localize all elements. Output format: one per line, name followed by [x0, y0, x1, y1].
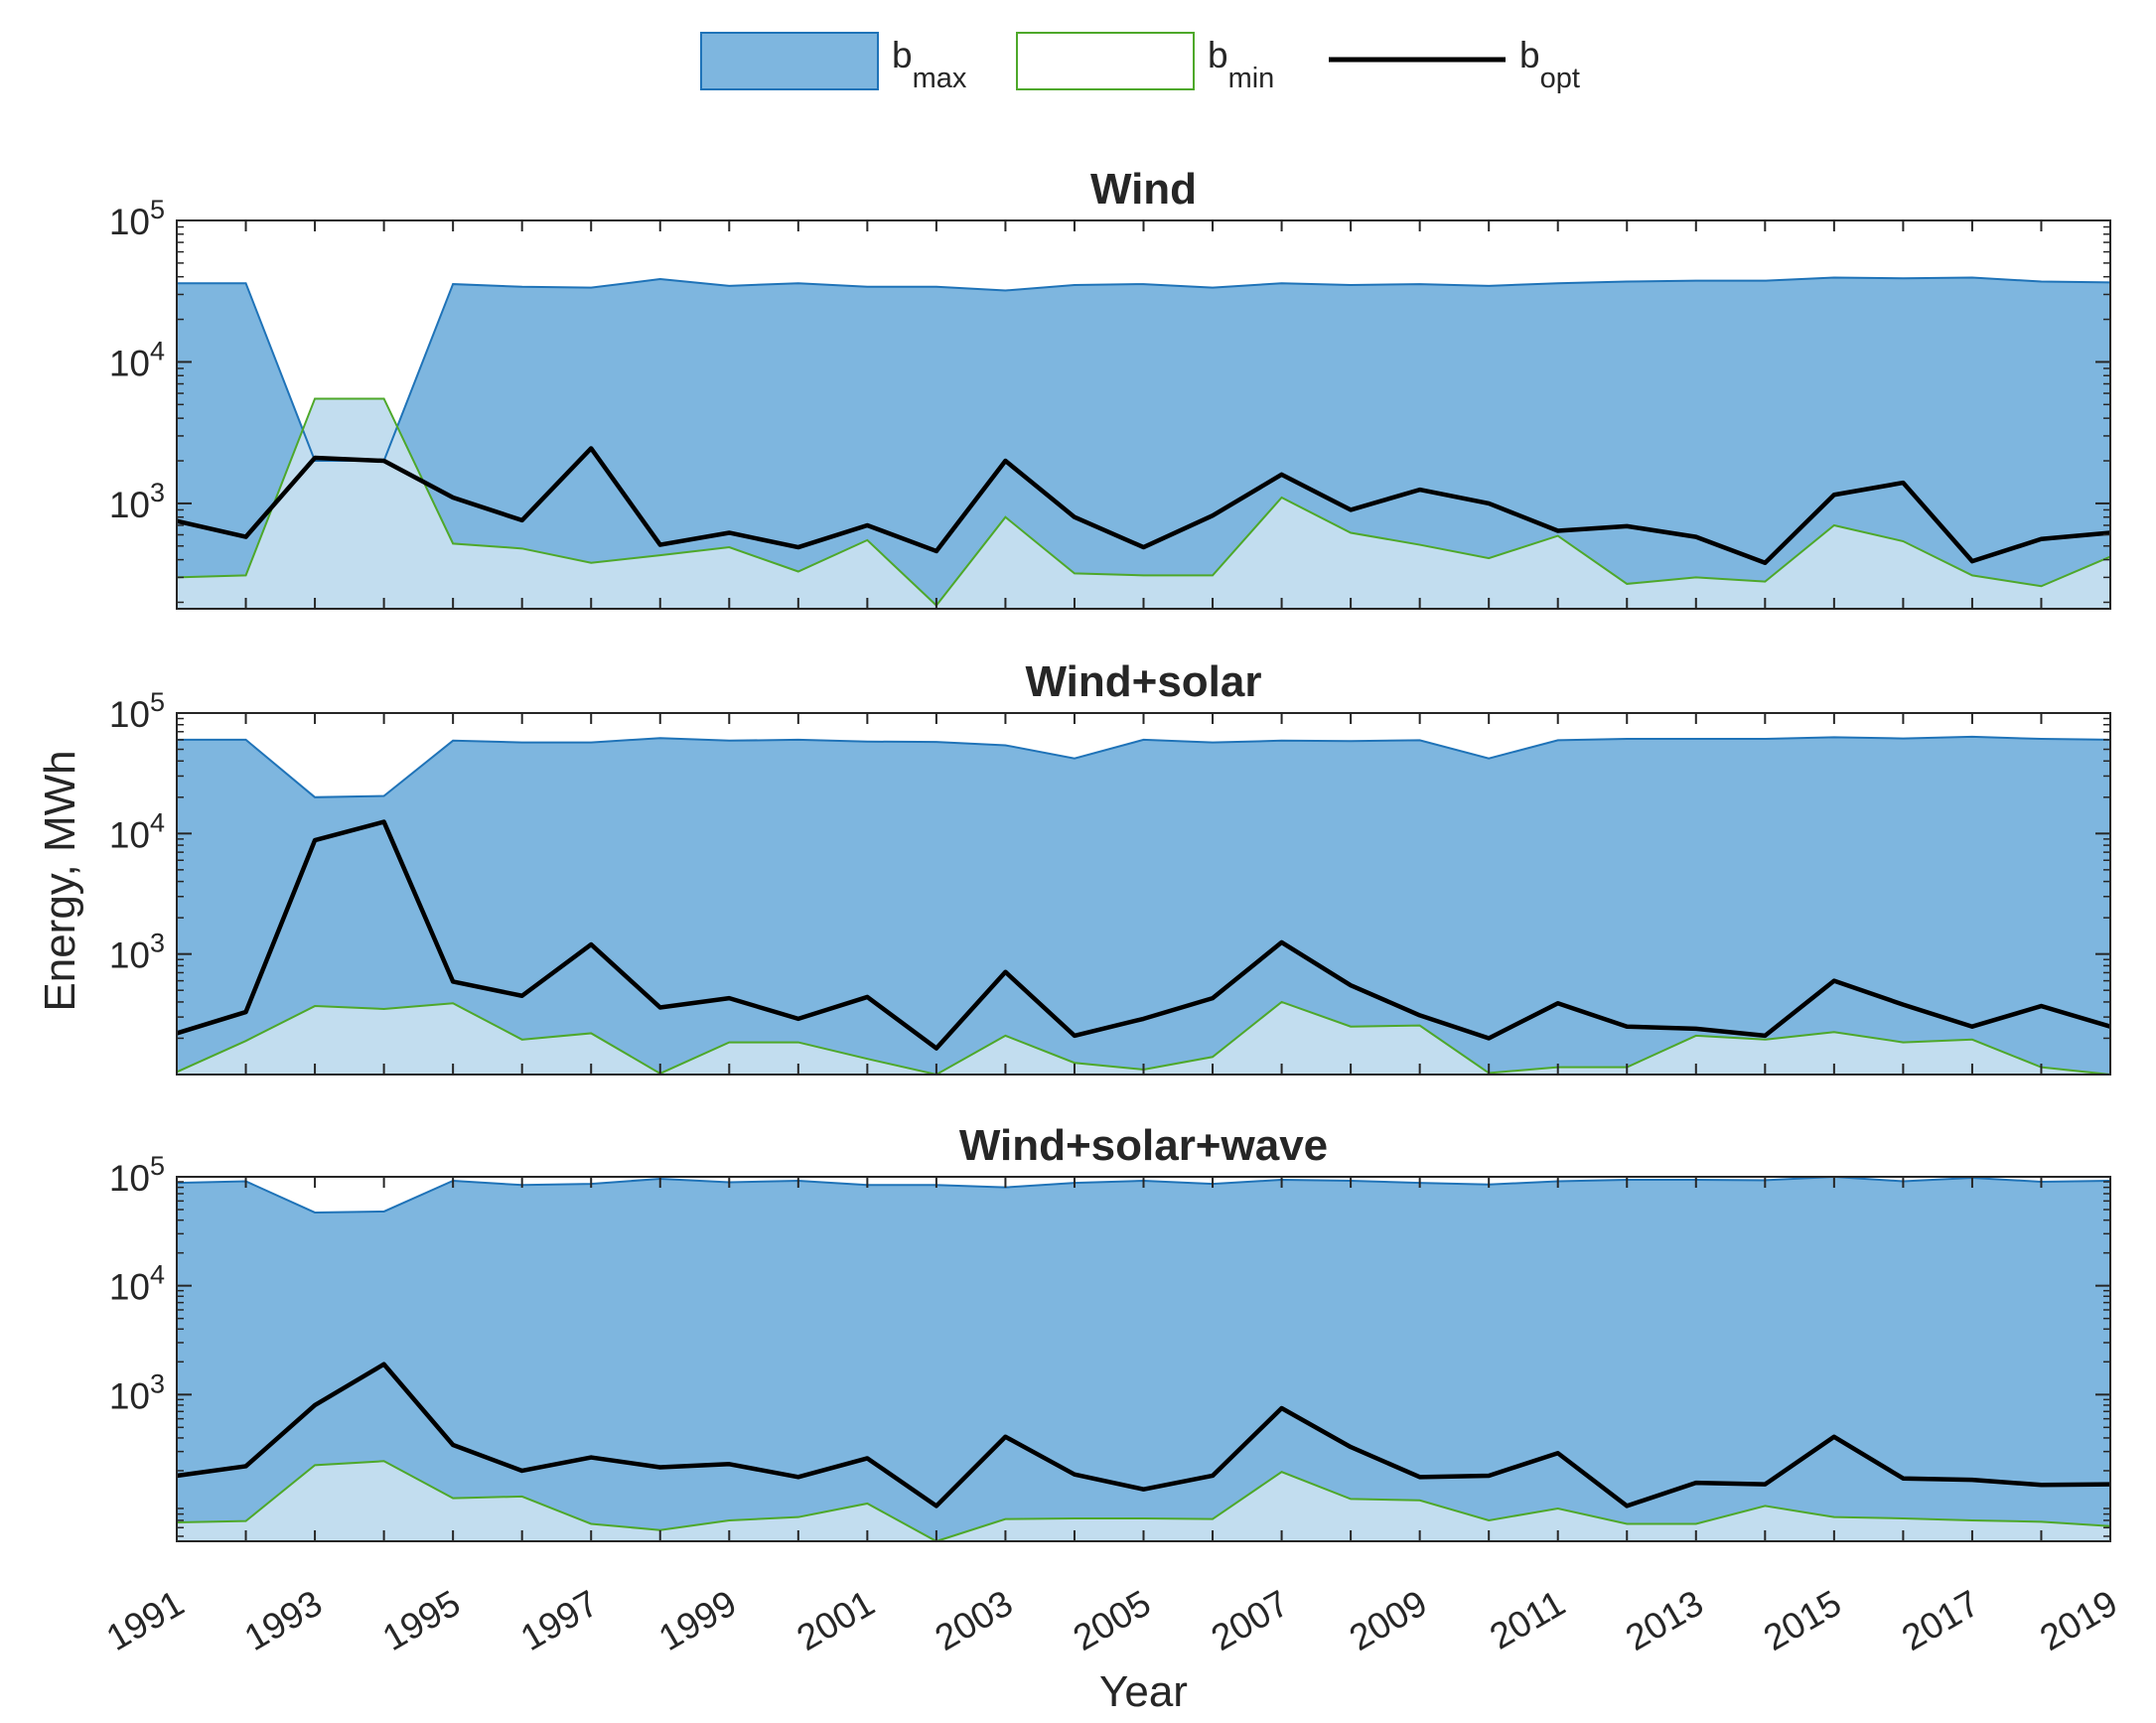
bmin-line	[176, 397, 2111, 608]
y-tick-label: 104	[109, 1260, 165, 1308]
bmin-area	[177, 1461, 2110, 1541]
panel-title: Wind	[1090, 165, 1197, 214]
legend-item-bmin: bmin	[1016, 32, 1274, 94]
x-tick-label: 2003	[929, 1582, 1020, 1658]
x-tick-label: 2015	[1757, 1582, 1848, 1658]
panel-title: Wind+solar+wave	[959, 1121, 1328, 1170]
legend-label-bmin: bmin	[1208, 35, 1274, 94]
legend-label-bopt: bopt	[1519, 35, 1580, 94]
x-tick-label: 2007	[1205, 1582, 1296, 1658]
legend-label-bmax: bmax	[892, 35, 967, 94]
bmax-area	[177, 1177, 2110, 1541]
legend: bmax bmin bopt	[700, 32, 1580, 94]
panel-1: 103 104 105 Wind	[109, 165, 2111, 610]
x-tick-label: 1999	[652, 1582, 744, 1658]
x-tick-label: 2013	[1619, 1582, 1710, 1658]
y-tick-label: 103	[109, 478, 165, 525]
legend-item-bmax: bmax	[700, 32, 967, 94]
y-tick-label: 104	[109, 336, 165, 383]
bmin-line	[176, 1460, 2111, 1543]
x-tick-label: 2019	[2033, 1582, 2124, 1658]
x-tick-label: 1993	[237, 1582, 329, 1658]
y-tick-label: 105	[109, 1151, 165, 1199]
x-tick-label: 2017	[1895, 1582, 1986, 1658]
bmax-line	[177, 276, 2111, 463]
x-axis-label: Year	[1099, 1667, 1188, 1716]
legend-item-bopt: bopt	[1329, 35, 1580, 94]
y-tick-label: 104	[109, 807, 165, 855]
x-tick-label: 2001	[791, 1582, 882, 1658]
x-tick-label: 1995	[375, 1582, 467, 1658]
x-tick-label: 2011	[1483, 1582, 1571, 1656]
bopt-line	[176, 1362, 2111, 1508]
panel-title: Wind+solar	[1026, 657, 1262, 706]
x-tick-label: 2009	[1343, 1582, 1434, 1658]
x-tick-label: 1997	[513, 1582, 605, 1658]
panel-2: 103 104 105 Wind+solar	[109, 657, 2111, 1077]
bopt-line	[176, 819, 2111, 1051]
legend-swatch-bmax	[700, 32, 879, 90]
x-tick-label: 2005	[1067, 1582, 1158, 1658]
y-tick-label: 105	[109, 687, 165, 735]
bmax-line	[177, 735, 2111, 798]
legend-swatch-bmin	[1016, 32, 1195, 90]
y-tick-label: 105	[109, 195, 165, 242]
panel-3: 103 104 105 Wind+solar+wave	[109, 1121, 2111, 1543]
x-axis: 1991 1993 1995 1997 1999 2001 2003 2005 2007 2009…	[99, 1582, 2124, 1658]
bopt-line	[176, 446, 2111, 566]
y-axis-label: Energy, MWh	[36, 750, 84, 1011]
bmax-area	[177, 736, 2110, 1075]
y-tick-label: 103	[109, 1368, 165, 1416]
x-tick-label: 1991	[99, 1582, 191, 1658]
y-tick-label: 103	[109, 929, 165, 976]
